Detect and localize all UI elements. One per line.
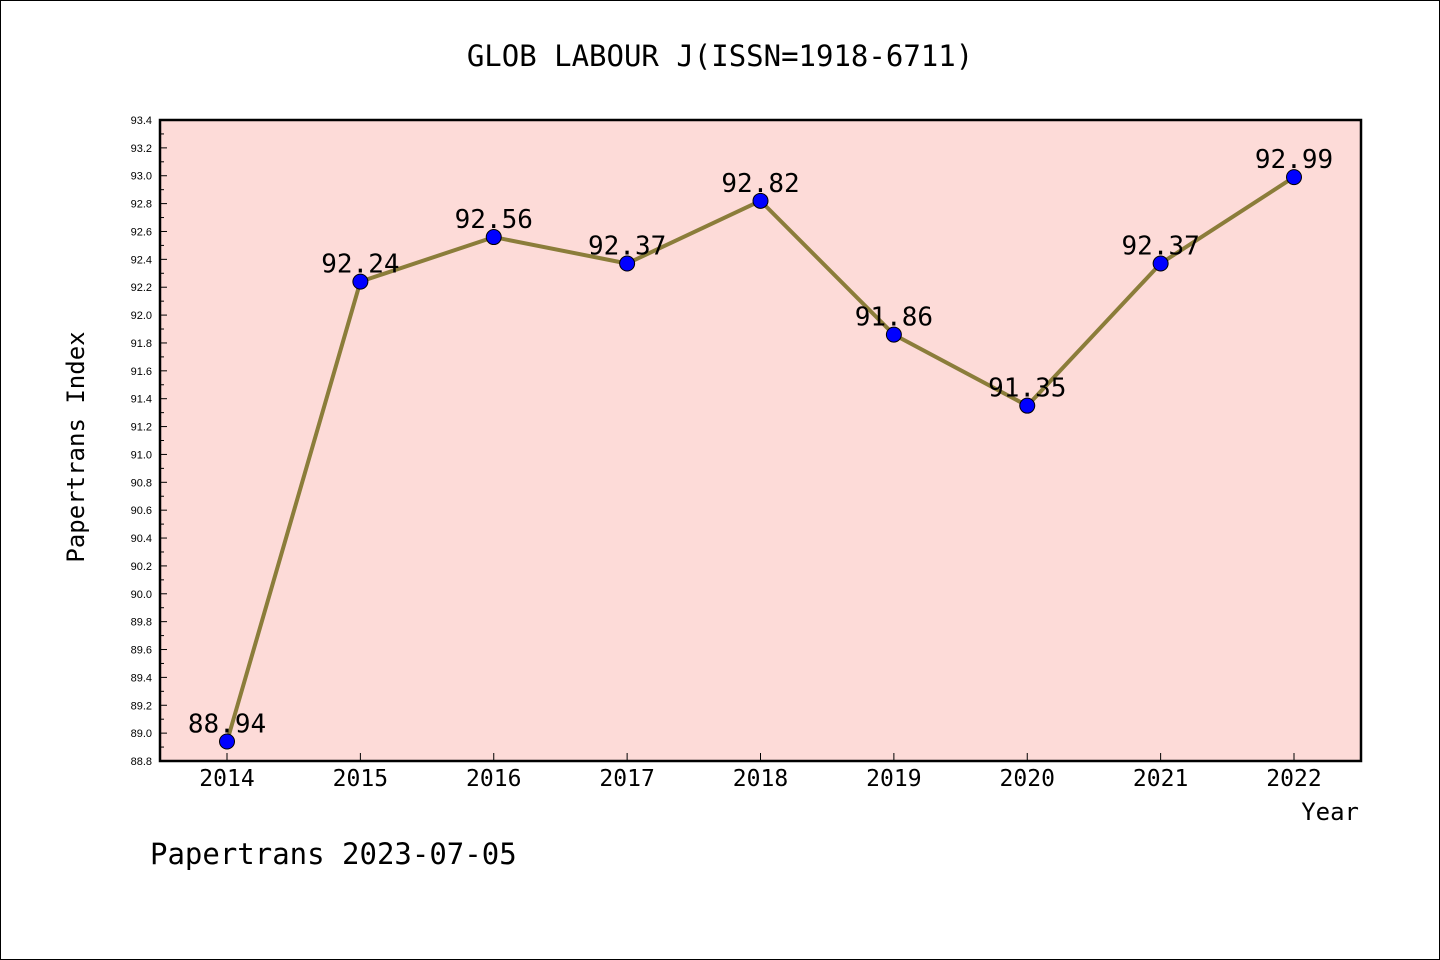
- y-tick-label: 88.8: [131, 756, 152, 768]
- y-tick-label: 93.4: [131, 115, 152, 127]
- x-tick-label: 2014: [199, 766, 254, 792]
- y-tick-label: 92.4: [131, 254, 152, 266]
- data-point: [485, 229, 502, 246]
- y-tick-label: 91.0: [131, 449, 152, 461]
- y-axis-title: Papertrans Index: [62, 331, 90, 562]
- y-tick-label: 89.2: [131, 700, 152, 712]
- data-point: [752, 192, 769, 209]
- data-point: [1152, 255, 1169, 272]
- x-tick-label: 2015: [333, 766, 388, 792]
- data-label: 92.37: [1121, 232, 1199, 262]
- y-tick-label: 92.0: [131, 310, 152, 322]
- data-point: [219, 733, 235, 750]
- x-tick-label: 2022: [1266, 766, 1321, 792]
- plot-area: [158, 118, 1363, 763]
- y-tick-label: 93.2: [131, 143, 152, 155]
- y-tick-label: 92.6: [131, 226, 152, 238]
- y-tick-label: 90.6: [131, 505, 152, 517]
- x-axis-title: Year: [1301, 798, 1359, 826]
- x-tick-label: 2021: [1133, 766, 1188, 792]
- y-tick-label: 91.8: [131, 338, 152, 350]
- data-label: 88.94: [188, 709, 266, 739]
- data-point: [1286, 169, 1302, 186]
- data-label: 92.37: [588, 232, 666, 262]
- data-label: 92.99: [1255, 145, 1333, 175]
- y-tick-label: 90.8: [131, 477, 152, 489]
- y-tick-label: 89.8: [131, 617, 152, 629]
- y-tick-label: 90.2: [131, 561, 152, 573]
- y-tick-label: 90.4: [131, 533, 152, 545]
- y-tick-label: 89.0: [131, 728, 152, 740]
- data-label: 91.35: [988, 374, 1066, 404]
- chart-title: GLOB LABOUR J(ISSN=1918-6711): [467, 39, 973, 73]
- data-point: [619, 255, 636, 272]
- data-point: [352, 273, 369, 290]
- y-tick-label: 89.4: [131, 672, 152, 684]
- x-tick-label: 2016: [466, 766, 521, 792]
- data-label: 92.82: [721, 169, 799, 199]
- y-tick-label: 92.8: [131, 199, 152, 211]
- y-tick-label: 91.2: [131, 422, 152, 434]
- data-point: [885, 326, 902, 343]
- y-tick-label: 93.0: [131, 171, 152, 183]
- data-point: [1019, 397, 1036, 414]
- data-label: 91.86: [855, 303, 933, 333]
- x-tick-label: 2017: [599, 766, 654, 792]
- y-tick-label: 91.6: [131, 366, 152, 378]
- x-tick-label: 2019: [866, 766, 921, 792]
- y-axis: 88.8 89.0 89.2 89.4 89.6 89.8 90.0 90.2 90.4 90.6…: [131, 115, 167, 768]
- y-tick-label: 92.2: [131, 282, 152, 294]
- data-label: 92.56: [455, 205, 533, 235]
- data-markers: [219, 169, 1302, 750]
- y-tick-label: 89.6: [131, 645, 152, 657]
- footer-credit: Papertrans 2023-07-05: [150, 837, 517, 871]
- data-label: 92.24: [321, 250, 399, 280]
- x-axis: 2014 2015 2016 2017 2018 2019 2020 2021 2022: [199, 753, 1322, 792]
- y-tick-label: 91.4: [131, 394, 152, 406]
- data-labels: 88.94 92.24 92.56 92.37 92.82 91.86 91.35 92.37…: [188, 145, 1333, 739]
- y-tick-label: 90.0: [131, 589, 152, 601]
- x-tick-label: 2020: [1000, 766, 1055, 792]
- x-tick-label: 2018: [733, 766, 788, 792]
